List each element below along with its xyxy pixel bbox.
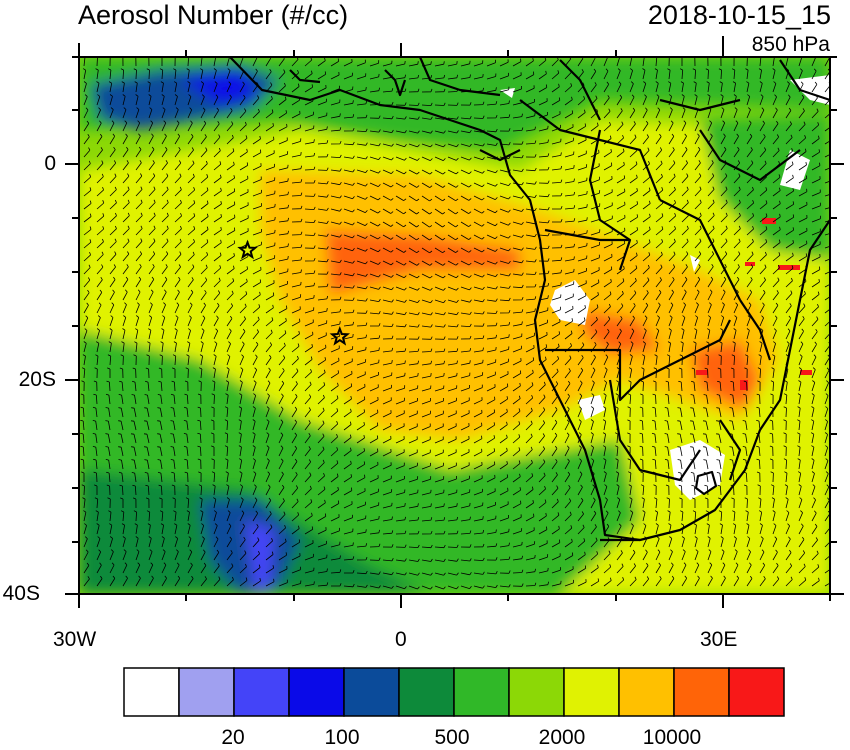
x-label-0: 0 xyxy=(395,628,407,651)
colorbar-swatch xyxy=(618,667,675,717)
colorbar-label-100: 100 xyxy=(324,726,360,749)
colorbar-label-500: 500 xyxy=(434,726,470,749)
colorbar-swatch xyxy=(178,667,235,717)
colorbar-swatch xyxy=(288,667,345,717)
x-label-30e: 30E xyxy=(700,628,738,651)
plot-title: Aerosol Number (#/cc) xyxy=(78,0,349,30)
aerosol-field xyxy=(79,57,830,594)
colorbar-swatch xyxy=(453,667,510,717)
colorbar-swatch xyxy=(398,667,455,717)
colorbar-swatch xyxy=(563,667,620,717)
axis-ticks xyxy=(65,36,844,608)
pressure-level: 850 hPa xyxy=(751,33,830,56)
colorbar-swatch xyxy=(123,667,180,717)
y-label-0: 0 xyxy=(44,152,56,175)
colorbar xyxy=(123,667,785,717)
valid-datetime: 2018-10-15_15 xyxy=(647,0,831,30)
colorbar-swatch xyxy=(343,667,400,717)
star-marker-2 xyxy=(329,326,350,346)
y-label-40s: 40S xyxy=(2,582,40,605)
station-markers xyxy=(237,239,350,346)
wind-barbs xyxy=(80,57,830,590)
colorbar-swatch xyxy=(673,667,730,717)
colorbar-label-2000: 2000 xyxy=(538,726,586,749)
star-marker-1 xyxy=(237,239,258,260)
colorbar-label-10000: 10000 xyxy=(642,726,702,749)
colorbar-swatch xyxy=(728,667,785,717)
colorbar-swatch xyxy=(508,667,565,717)
x-label-30w: 30W xyxy=(53,628,97,651)
colorbar-swatch xyxy=(233,667,290,717)
colorbar-label-20: 20 xyxy=(221,726,245,749)
wind-barb-paths xyxy=(80,57,830,590)
y-label-20s: 20S xyxy=(18,368,56,391)
